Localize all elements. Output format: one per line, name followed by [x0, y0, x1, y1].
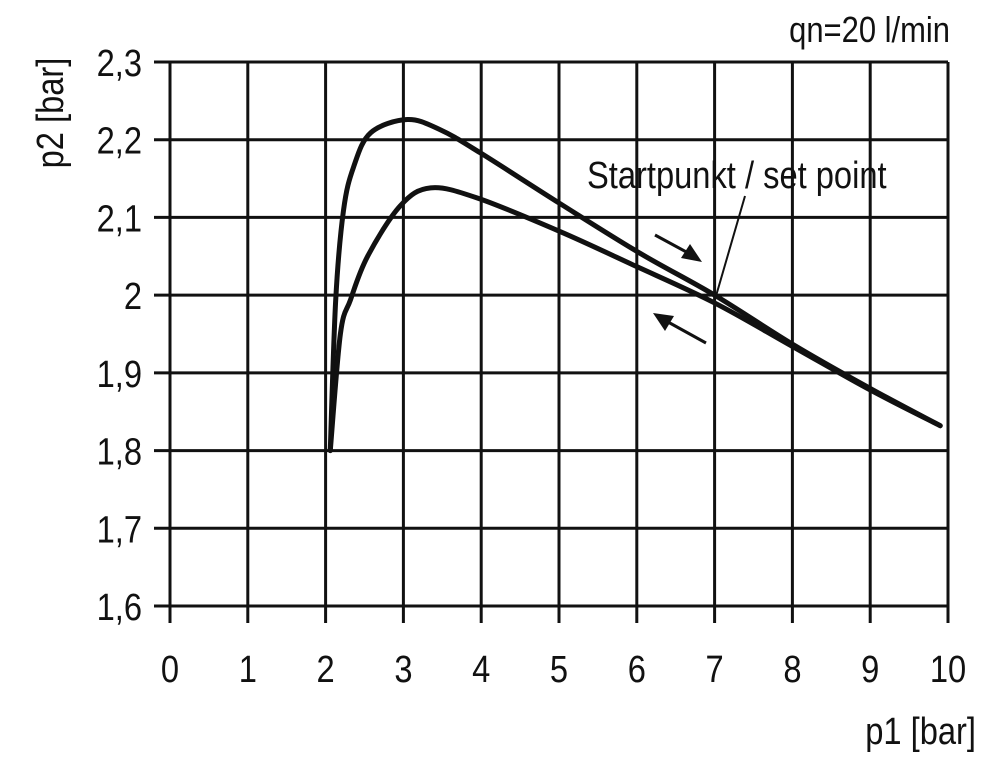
y-tick-label: 2: [124, 275, 142, 318]
x-tick-label: 5: [550, 648, 568, 691]
y-tick-label: 1,6: [97, 586, 142, 629]
x-tick-label: 3: [394, 648, 412, 691]
x-axis-label: p1 [bar]: [865, 710, 976, 753]
x-tick-label: 4: [472, 648, 490, 691]
y-tick-label: 2,2: [97, 119, 142, 162]
x-tick-label: 2: [317, 648, 335, 691]
y-tick-label: 1,7: [97, 508, 142, 551]
y-tick-label: 1,8: [97, 430, 142, 473]
x-tick-label: 0: [161, 648, 179, 691]
x-tick-label: 9: [861, 648, 879, 691]
x-tick-label: 7: [706, 648, 724, 691]
y-axis-label: p2 [bar]: [29, 58, 72, 169]
x-tick-label: 6: [628, 648, 646, 691]
y-tick-label: 2,3: [97, 42, 142, 85]
flow-rate-label: qn=20 l/min: [789, 11, 950, 51]
set-point-label: Startpunkt / set point: [587, 154, 887, 197]
set-point-leader-line: [715, 195, 746, 297]
y-tick-labels: 1,6 1,7 1,8 1,9 2 2,1 2,2 2,3: [97, 42, 142, 629]
x-tick-label: 8: [783, 648, 801, 691]
y-tick-label: 1,9: [97, 353, 142, 396]
curve-decreasing: [327, 185, 943, 454]
arrow-increasing-icon: [654, 233, 702, 262]
x-tick-label: 1: [239, 648, 257, 691]
curves: [327, 117, 943, 454]
arrow-decreasing-icon: [653, 313, 707, 345]
x-tick-labels: 0 1 2 3 4 5 6 7 8 9 10: [161, 648, 966, 691]
grid: [154, 60, 950, 623]
y-tick-label: 2,1: [97, 197, 142, 240]
annotations: Startpunkt / set point: [587, 154, 887, 345]
x-tick-label: 10: [930, 648, 966, 691]
